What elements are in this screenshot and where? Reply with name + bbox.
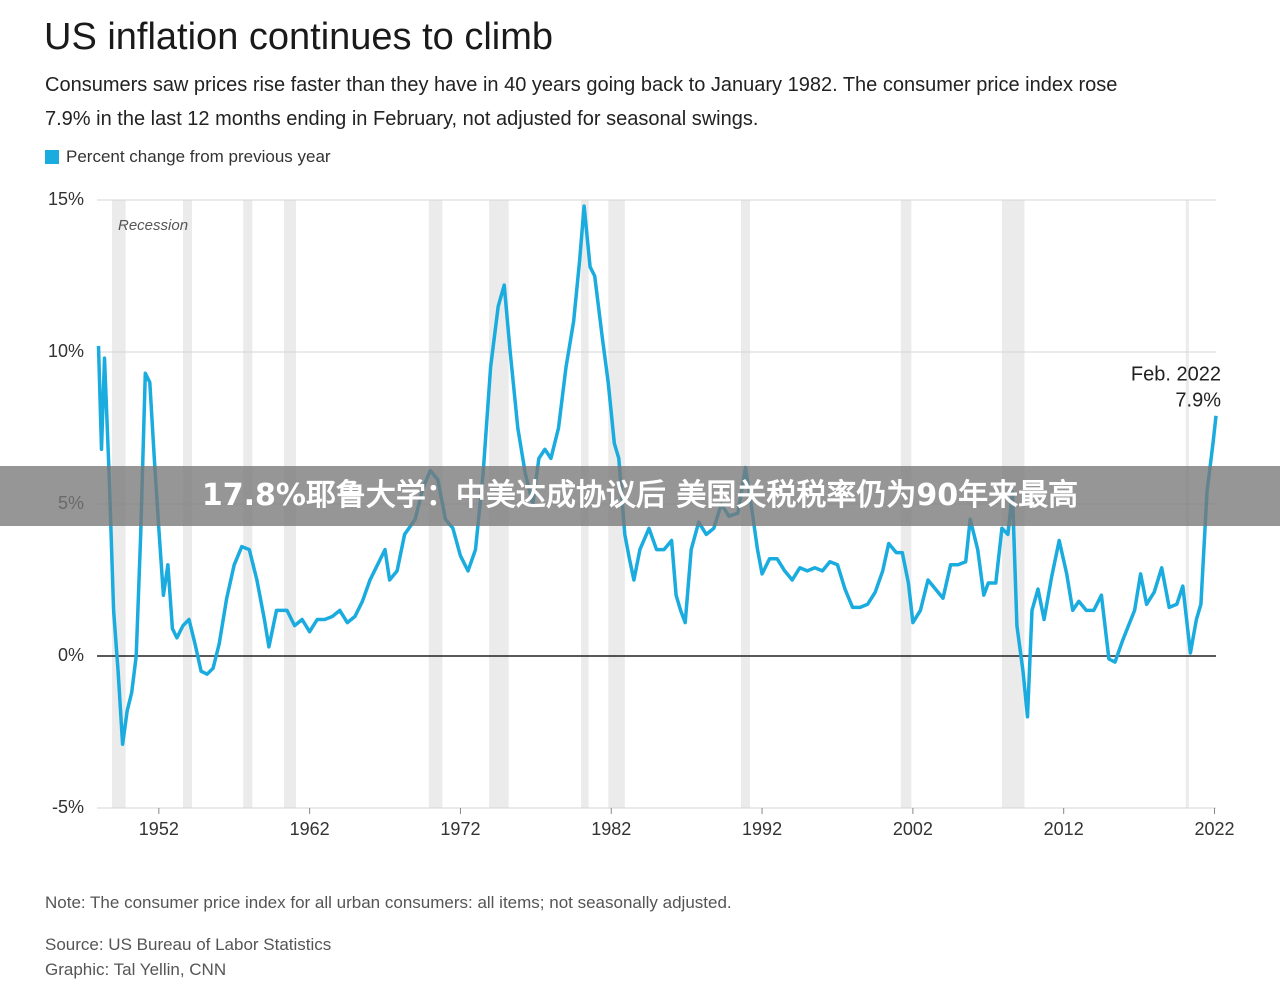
chart: Recession-5%0%5%10%15%195219621972198219… bbox=[48, 189, 1235, 839]
x-tick-label: 2012 bbox=[1044, 819, 1084, 839]
overlay-banner: 17.8%耶鲁大学：中美达成协议后 美国关税税率仍为90年来最高 bbox=[0, 466, 1280, 526]
legend-swatch bbox=[45, 150, 59, 164]
y-tick-label: 0% bbox=[58, 645, 84, 665]
x-tick-label: 1962 bbox=[290, 819, 330, 839]
subtitle: 7.9% in the last 12 months ending in Feb… bbox=[45, 108, 759, 130]
y-tick-label: -5% bbox=[52, 797, 84, 817]
x-tick-label: 1952 bbox=[139, 819, 179, 839]
legend-label: Percent change from previous year bbox=[66, 147, 331, 166]
chart-title: US inflation continues to climb bbox=[44, 16, 554, 58]
y-tick-label: 10% bbox=[48, 341, 84, 361]
annotation-value: 7.9% bbox=[1175, 389, 1221, 411]
note: Note: The consumer price index for all u… bbox=[45, 893, 732, 912]
line-series bbox=[96, 204, 1218, 746]
x-tick-label: 1982 bbox=[591, 819, 631, 839]
credit: Graphic: Tal Yellin, CNN bbox=[45, 960, 227, 979]
x-tick-label: 1992 bbox=[742, 819, 782, 839]
x-tick-label: 2022 bbox=[1194, 819, 1234, 839]
x-tick-label: 2002 bbox=[893, 819, 933, 839]
y-tick-label: 15% bbox=[48, 189, 84, 209]
annotation-text: Feb. 2022 bbox=[1131, 363, 1221, 385]
source: Source: US Bureau of Labor Statistics bbox=[45, 935, 332, 954]
subtitle: Consumers saw prices rise faster than th… bbox=[45, 74, 1118, 96]
recession-label: Recession bbox=[118, 217, 188, 234]
x-tick-label: 1972 bbox=[440, 819, 480, 839]
